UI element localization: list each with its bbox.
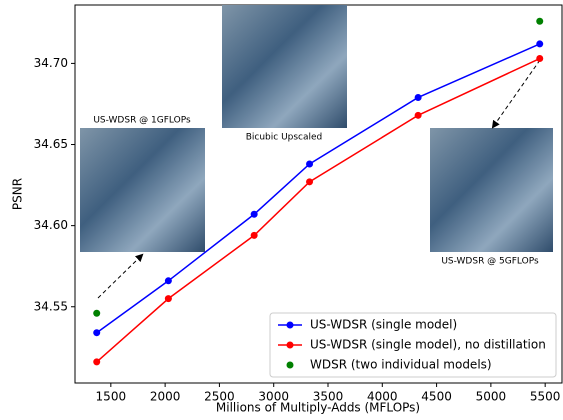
y-axis-label: PSNR: [11, 178, 25, 210]
image-caption: Bicubic Upscaled: [246, 133, 323, 143]
legend-marker: [286, 361, 294, 369]
legend-marker: [286, 321, 294, 329]
x-tick-label: 3500: [313, 390, 344, 404]
data-point: [250, 210, 258, 218]
y-tick-label: 34.70: [34, 56, 68, 70]
x-tick-label: 3000: [258, 390, 289, 404]
data-point: [164, 277, 172, 285]
data-point: [306, 160, 314, 168]
legend-label: WDSR (two individual models): [310, 358, 492, 372]
x-tick-label: 2500: [204, 390, 235, 404]
y-tick-label: 34.60: [34, 218, 68, 232]
x-tick-label: 2000: [150, 390, 181, 404]
data-point: [164, 295, 172, 303]
data-point: [414, 111, 422, 119]
x-tick-label: 1500: [96, 390, 127, 404]
inset-image: [80, 128, 205, 252]
data-point: [93, 358, 101, 366]
x-axis-label: Millions of Multiply-Adds (MFLOPs): [216, 401, 420, 415]
x-tick-label: 5500: [530, 390, 561, 404]
legend: US-WDSR (single model) US-WDSR (single mo…: [269, 312, 557, 378]
legend-label: US-WDSR (single model), no distillation: [310, 338, 546, 352]
data-point: [536, 17, 544, 25]
data-point: [93, 309, 101, 317]
inset-images: [80, 5, 553, 299]
data-point: [93, 329, 101, 337]
data-point: [414, 93, 422, 101]
image-caption: US-WDSR @ 1GFLOPs: [93, 116, 191, 126]
data-point: [250, 231, 258, 239]
x-tick-label: 5000: [476, 390, 507, 404]
inset-image: [430, 128, 553, 252]
inset-image: [222, 5, 347, 128]
series-line: [96, 43, 541, 334]
y-tick-label: 34.65: [34, 137, 68, 151]
data-point: [306, 178, 314, 186]
data-point: [536, 55, 544, 63]
arrow: [97, 253, 144, 299]
data-point: [536, 40, 544, 48]
x-tick-label: 4500: [421, 390, 452, 404]
image-caption: US-WDSR @ 5GFLOPs: [441, 257, 539, 267]
series-line: [96, 57, 541, 363]
x-tick-label: 4000: [367, 390, 398, 404]
legend-box: [269, 312, 557, 378]
legend-label: US-WDSR (single model): [310, 318, 457, 332]
legend-marker: [286, 341, 294, 349]
y-tick-label: 34.55: [34, 299, 68, 313]
